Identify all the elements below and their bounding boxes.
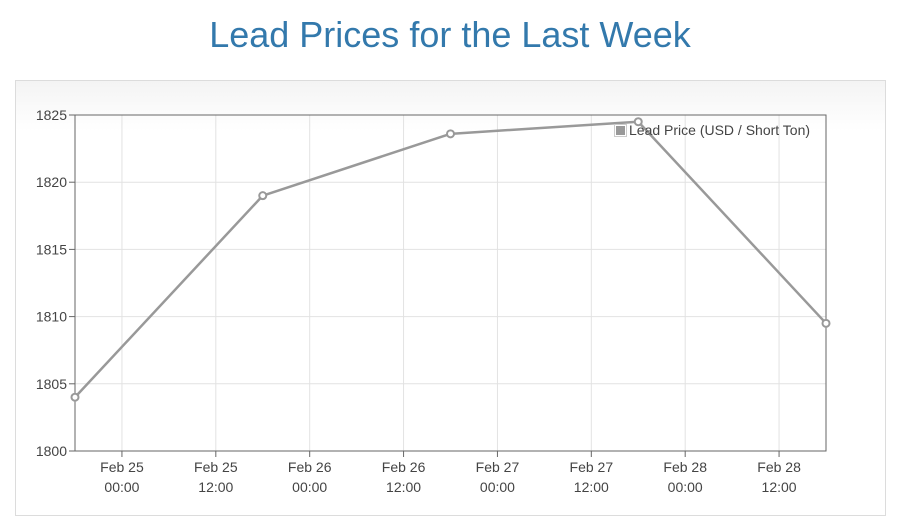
legend-label: Lead Price (USD / Short Ton): [629, 122, 811, 138]
y-tick-label: 1825: [36, 107, 67, 123]
data-point[interactable]: [633, 117, 643, 127]
x-axis-ticks: Feb 25 00:00 Feb 25 12:00 Feb 26 00:00 Feb 26 1…: [100, 451, 801, 495]
x-tick-label: Feb 26 00:00: [288, 459, 332, 495]
x-tick-label: Feb 27 12:00: [570, 459, 614, 495]
y-tick-label: 1820: [36, 174, 67, 190]
chart-card: [15, 80, 886, 516]
y-tick-label: 1805: [36, 376, 67, 392]
legend-swatch: [614, 123, 627, 137]
data-point[interactable]: [70, 392, 80, 402]
x-tick-label: Feb 25 00:00: [100, 459, 144, 495]
x-tick-label: Feb 26 12:00: [382, 459, 426, 495]
x-tick-label: Feb 27 00:00: [476, 459, 520, 495]
y-axis-ticks: 1800 1805 1810 1815 1820 1825: [36, 107, 75, 459]
series-line: [74, 120, 827, 399]
page-title: Lead Prices for the Last Week: [209, 14, 691, 55]
y-tick-label: 1815: [36, 241, 67, 257]
x-tick-label: Feb 28 00:00: [663, 459, 707, 495]
grid-lines: [75, 114, 826, 452]
data-point[interactable]: [821, 318, 831, 328]
data-point[interactable]: [258, 191, 268, 201]
x-tick-label: Feb 28 12:00: [757, 459, 801, 495]
legend: Lead Price (USD / Short Ton): [614, 122, 810, 138]
plot-frame: [74, 114, 827, 452]
data-point[interactable]: [446, 129, 455, 139]
y-tick-label: 1810: [36, 309, 67, 325]
x-tick-label: Feb 25 12:00: [194, 459, 238, 495]
y-tick-label: 1800: [36, 443, 67, 459]
series-layer: [70, 117, 831, 402]
